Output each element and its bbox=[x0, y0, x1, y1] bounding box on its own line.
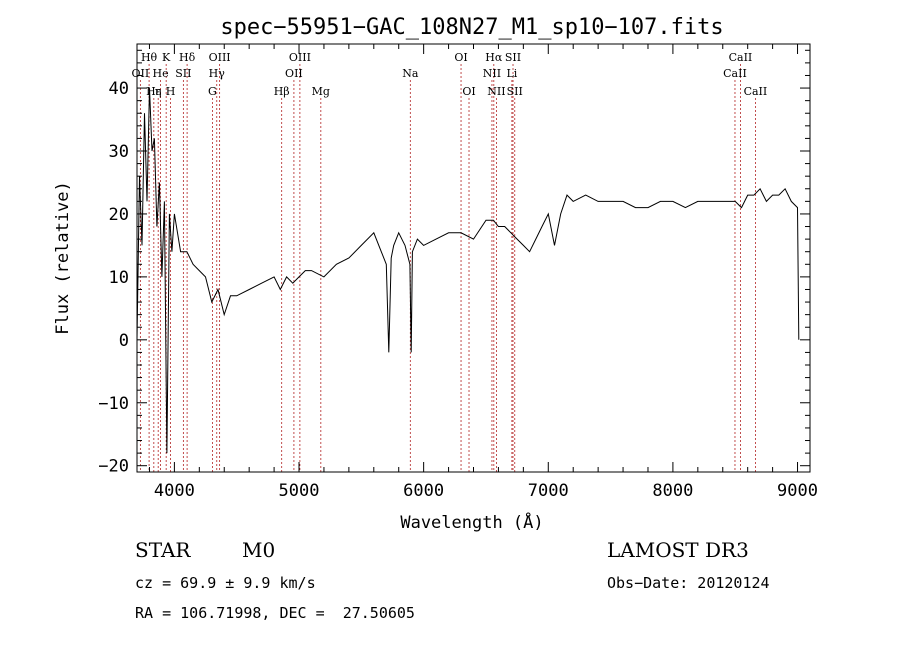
y-tick-label: 20 bbox=[109, 205, 129, 225]
emission-line-label: OIII bbox=[289, 51, 311, 64]
emission-line-label: η bbox=[155, 85, 162, 98]
emission-line-label: Na bbox=[402, 67, 419, 80]
emission-line-label: K bbox=[162, 51, 171, 64]
emission-line-label: CaII bbox=[744, 85, 768, 98]
emission-line-label: OIII bbox=[209, 51, 231, 64]
emission-line-label: He bbox=[153, 67, 169, 80]
emission-line-label: Hβ bbox=[274, 85, 290, 98]
emission-line-label: NII bbox=[487, 85, 505, 98]
emission-line-label: NII bbox=[483, 67, 501, 80]
x-tick-label: 8000 bbox=[652, 481, 693, 501]
emission-line-label: Hδ bbox=[179, 51, 196, 64]
emission-line-label: Hγ bbox=[209, 67, 226, 80]
object-subclass: M0 bbox=[242, 538, 276, 562]
x-tick-labels: 4000 5000 6000 7000 8000 9000 bbox=[154, 481, 818, 501]
emission-line-label: OI bbox=[462, 85, 475, 98]
y-tick-label: −20 bbox=[98, 457, 129, 477]
emission-line-label: OII bbox=[132, 67, 150, 80]
y-tick-label: 40 bbox=[109, 79, 129, 99]
emission-line-label: CaII bbox=[729, 51, 753, 64]
axis-ticks bbox=[137, 44, 810, 472]
x-axis-label: Wavelength (Å) bbox=[400, 511, 543, 533]
emission-line-label: Mg bbox=[312, 85, 330, 98]
emission-line-label: OII bbox=[285, 67, 303, 80]
spectrum-series-flux bbox=[136, 88, 800, 454]
emission-line-label: SII bbox=[505, 51, 521, 64]
y-tick-label: 30 bbox=[109, 142, 129, 162]
emission-line-label: SII bbox=[175, 67, 191, 80]
emission-lines bbox=[139, 64, 756, 472]
y-tick-label: 10 bbox=[109, 268, 129, 288]
x-tick-label: 7000 bbox=[528, 481, 569, 501]
emission-line-label: Li bbox=[506, 67, 517, 80]
obs-date: Obs−Date: 20120124 bbox=[607, 574, 770, 592]
chart-title: spec−55951−GAC_108N27_M1_sp10−107.fits bbox=[220, 15, 723, 40]
y-tick-label: 0 bbox=[119, 331, 129, 351]
x-tick-label: 6000 bbox=[403, 481, 444, 501]
y-tick-label: −10 bbox=[98, 394, 129, 414]
plot-frame bbox=[136, 43, 811, 473]
survey-name: LAMOST DR3 bbox=[607, 538, 749, 562]
emission-line-label: OI bbox=[454, 51, 467, 64]
redshift-info: cz = 69.9 ± 9.9 km/s bbox=[135, 574, 316, 592]
emission-line-label: H bbox=[166, 85, 176, 98]
emission-line-label: SII bbox=[507, 85, 523, 98]
object-class: STAR bbox=[135, 538, 191, 562]
emission-line-label: CaII bbox=[723, 67, 747, 80]
x-tick-label: 9000 bbox=[777, 481, 818, 501]
x-tick-label: 5000 bbox=[279, 481, 320, 501]
emission-line-label: G bbox=[208, 85, 217, 98]
y-tick-labels: −20 −10 0 10 20 30 40 bbox=[98, 79, 129, 477]
emission-line-label: Hθ bbox=[141, 51, 158, 64]
x-tick-label: 4000 bbox=[154, 481, 195, 501]
emission-line-label: Hα bbox=[485, 51, 503, 64]
coordinates: RA = 106.71998, DEC = 27.50605 bbox=[135, 604, 415, 622]
y-axis-label: Flux (relative) bbox=[53, 181, 73, 335]
